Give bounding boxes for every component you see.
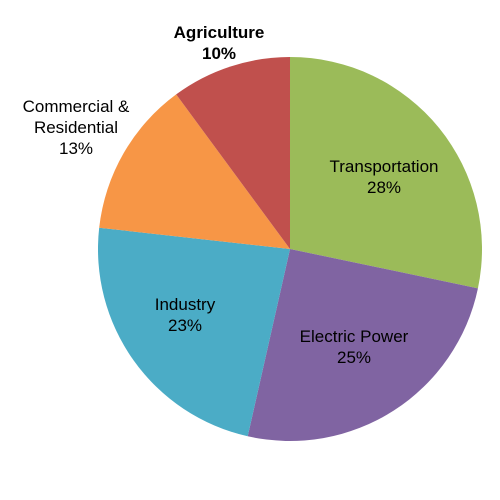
data-label-agriculture: Agriculture 10% [174,23,265,63]
pie-slice-commercial-and-residential [99,94,291,249]
data-label-commercial-and-residential-line-1: Commercial & [23,97,130,116]
data-label-electric-power-line-1: Electric Power [300,327,409,346]
data-label-commercial-and-residential-line-2: Residential [34,118,118,137]
data-label-commercial-and-residential: Commercial & Residential 13% [23,97,130,158]
data-label-electric-power: Electric Power 25% [300,327,409,367]
data-label-industry-line-2: 23% [168,316,202,335]
data-label-commercial-and-residential-line-3: 13% [59,139,93,158]
pie-slice-agriculture [176,57,290,249]
data-label-transportation: Transportation 28% [330,157,439,197]
data-label-electric-power-line-2: 25% [337,348,371,367]
data-label-transportation-line-2: 28% [367,178,401,197]
data-label-industry-line-1: Industry [155,295,216,314]
pie-slice-industry [97,227,290,437]
data-label-agriculture-line-1: Agriculture [174,23,265,42]
pie-slice-transportation [290,57,482,289]
data-label-agriculture-line-2: 10% [202,44,236,63]
pie-slice-electric-power [247,249,478,441]
data-label-transportation-line-1: Transportation [330,157,439,176]
data-label-industry: Industry 23% [155,295,216,335]
